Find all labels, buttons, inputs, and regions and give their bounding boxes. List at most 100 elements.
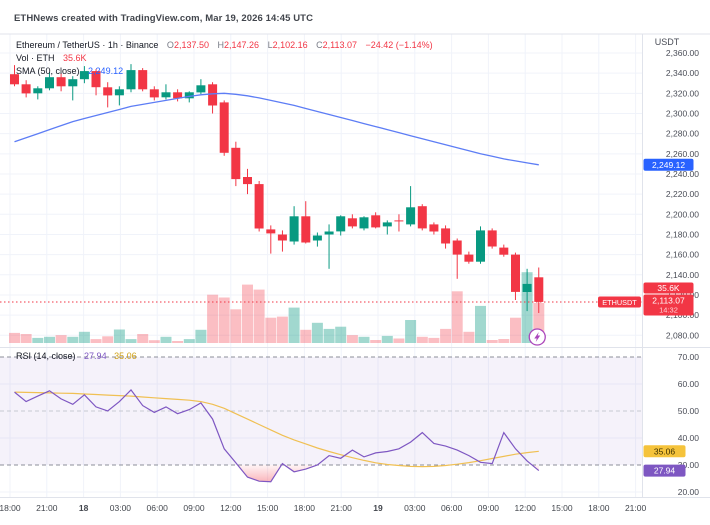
svg-text:2,220.00: 2,220.00	[666, 189, 699, 199]
volume-bar	[90, 339, 102, 343]
candle	[452, 238, 462, 279]
candle	[266, 225, 276, 254]
volume-bar	[486, 340, 498, 343]
volume-bar	[102, 336, 114, 343]
svg-text:2,320.00: 2,320.00	[666, 88, 699, 98]
svg-text:18:00: 18:00	[588, 503, 610, 513]
svg-text:2,360.00: 2,360.00	[666, 48, 699, 58]
volume-bar	[288, 307, 300, 343]
symbol-title: Ethereum / TetherUS · 1h · Binance	[16, 40, 159, 50]
candle	[91, 69, 101, 96]
volume-bar	[393, 338, 405, 343]
candle	[312, 232, 322, 247]
candle	[103, 82, 113, 108]
volume-bar	[195, 329, 207, 343]
symbol-price-tag: ETHUSDT	[598, 296, 641, 308]
event-lightning-marker[interactable]	[528, 328, 546, 346]
svg-text:2,249.12: 2,249.12	[652, 160, 685, 170]
candle	[254, 181, 264, 232]
candle	[231, 141, 241, 187]
svg-text:03:00: 03:00	[404, 503, 426, 513]
volume-bar	[323, 328, 335, 343]
svg-text:19: 19	[373, 503, 383, 513]
volume-bar	[451, 291, 463, 343]
svg-text:15:00: 15:00	[257, 503, 279, 513]
volume-bar	[9, 332, 20, 343]
candle	[382, 220, 392, 235]
sma-value: 2,249.12	[88, 66, 124, 76]
time-axis[interactable]: 18:00 21:00 18 03:00 06:00 09:00 12:00 15:00 18:…	[0, 503, 647, 513]
close-label: C	[316, 40, 323, 50]
candle	[289, 206, 299, 245]
volume-bar	[44, 336, 55, 343]
candle	[56, 73, 66, 92]
candle	[336, 215, 346, 236]
svg-text:40.00: 40.00	[678, 433, 700, 443]
volume-bar	[358, 336, 370, 343]
svg-text:2,240.00: 2,240.00	[666, 169, 699, 179]
svg-text:18:00: 18:00	[0, 503, 21, 513]
candles[interactable]	[10, 64, 544, 313]
svg-text:50.00: 50.00	[678, 406, 700, 416]
volume-bar	[475, 305, 486, 343]
svg-text:03:00: 03:00	[110, 503, 132, 513]
candle	[406, 186, 416, 227]
svg-text:2,160.00: 2,160.00	[666, 250, 699, 260]
candle	[277, 230, 287, 252]
candle	[79, 66, 89, 84]
volume-bar	[335, 326, 347, 343]
candle	[21, 80, 31, 98]
volume-bar	[207, 294, 219, 343]
volume-bar	[440, 328, 452, 343]
volume-bar	[20, 334, 32, 343]
volume-bar	[172, 341, 184, 343]
volume-bars[interactable]	[9, 272, 545, 343]
candle	[429, 222, 439, 235]
rsi-legend-row[interactable]: RSI (14, close) 27.94 35.06	[16, 351, 137, 361]
svg-text:ETHUSDT: ETHUSDT	[602, 298, 637, 307]
candle	[522, 268, 532, 312]
candle	[149, 86, 159, 101]
change-value: −24.42 (−1.14%)	[365, 40, 433, 50]
svg-text:70.00: 70.00	[678, 352, 700, 362]
volume-bar	[311, 322, 323, 343]
rsi-ma-line[interactable]	[14, 391, 539, 468]
volume-bar	[67, 336, 79, 343]
svg-text:18:00: 18:00	[294, 503, 316, 513]
open-label: O	[166, 40, 174, 50]
volume-bar	[137, 334, 149, 343]
candle	[161, 84, 171, 100]
rsi-line[interactable]	[14, 388, 540, 483]
legend-symbol-row[interactable]: Ethereum / TetherUS · 1h · Binance O2,13…	[16, 39, 433, 52]
volume-bar	[381, 335, 393, 343]
volume-bar	[405, 320, 417, 343]
pane-borders	[0, 33, 710, 498]
volume-bar	[148, 340, 160, 343]
volume-bar	[510, 317, 521, 343]
candle	[196, 79, 206, 95]
candle	[114, 86, 124, 106]
legend-volume-row[interactable]: Vol · ETH 35.6K	[16, 52, 433, 65]
candle	[208, 82, 218, 114]
svg-text:06:00: 06:00	[147, 503, 169, 513]
svg-text:35.6K: 35.6K	[657, 283, 680, 293]
candle	[417, 204, 427, 231]
candle	[301, 201, 311, 244]
volume-bar	[125, 339, 137, 343]
svg-text:09:00: 09:00	[183, 503, 205, 513]
candle	[441, 225, 451, 249]
volume-bar	[346, 335, 358, 343]
svg-text:12:00: 12:00	[220, 503, 242, 513]
svg-text:2,300.00: 2,300.00	[666, 109, 699, 119]
sma-line[interactable]	[14, 92, 539, 166]
svg-text:06:00: 06:00	[441, 503, 463, 513]
svg-text:15:00: 15:00	[551, 503, 573, 513]
candle	[10, 65, 19, 87]
svg-text:12:00: 12:00	[515, 503, 537, 513]
volume-bar	[300, 329, 312, 343]
legend-sma-row[interactable]: SMA (50, close) 2,249.12	[16, 65, 433, 78]
volume-bar	[242, 284, 253, 343]
svg-text:2,140.00: 2,140.00	[666, 270, 699, 280]
